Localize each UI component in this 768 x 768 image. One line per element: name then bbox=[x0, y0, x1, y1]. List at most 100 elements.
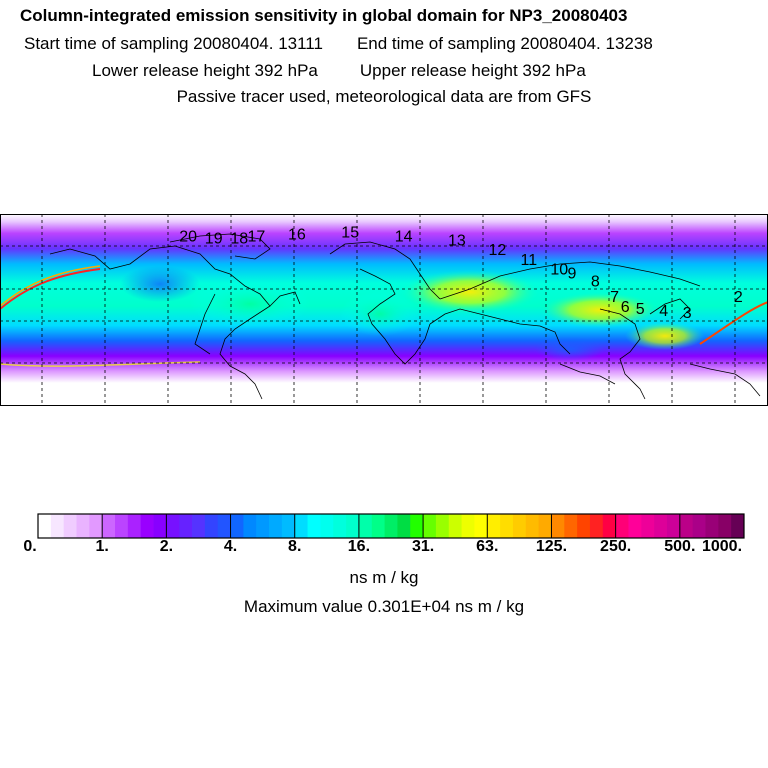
colorbar-swatch bbox=[602, 514, 617, 538]
lower-release-label: Lower release height 392 hPa bbox=[92, 61, 318, 80]
colorbar-swatch bbox=[577, 514, 591, 538]
colorbar-swatch bbox=[500, 514, 514, 538]
colorbar-label: 4. bbox=[223, 538, 238, 555]
day-marker-16: 16 bbox=[288, 227, 306, 244]
colorbar-swatch bbox=[371, 514, 385, 538]
colorbar-swatch bbox=[127, 514, 142, 538]
day-marker-15: 15 bbox=[341, 225, 359, 242]
colorbar-swatch bbox=[102, 514, 116, 538]
colorbar-swatch bbox=[641, 514, 655, 538]
colorbar-swatch bbox=[50, 514, 65, 538]
colorbar-swatch bbox=[243, 514, 257, 538]
day-marker-3: 3 bbox=[683, 305, 692, 322]
colorbar-swatch bbox=[538, 514, 552, 538]
colorbar-units: ns m / kg bbox=[349, 568, 419, 587]
colorbar-label: 31. bbox=[411, 538, 435, 555]
colorbar bbox=[37, 513, 745, 539]
colorbar-swatch bbox=[384, 514, 398, 538]
colorbar-swatch bbox=[435, 514, 450, 538]
figure-title: Column-integrated emission sensitivity i… bbox=[20, 6, 628, 25]
day-marker-9: 9 bbox=[568, 266, 577, 283]
sampling-times: Start time of sampling 20080404. 13111 En… bbox=[24, 34, 653, 54]
colorbar-label: 16. bbox=[347, 538, 371, 555]
maximum-value: Maximum value 0.301E+04 ns m / kg bbox=[243, 597, 525, 616]
colorbar-swatch bbox=[307, 514, 321, 538]
colorbar-swatch bbox=[551, 514, 565, 538]
colorbar-label: 250. bbox=[600, 538, 632, 555]
day-marker-7: 7 bbox=[610, 289, 619, 306]
coastlines bbox=[49, 233, 761, 400]
day-marker-2: 2 bbox=[734, 289, 743, 306]
colorbar-label: 1000. bbox=[701, 538, 743, 555]
colorbar-swatch bbox=[512, 514, 527, 538]
colorbar-label: 63. bbox=[476, 538, 499, 555]
colorbar-swatch bbox=[179, 514, 193, 538]
colorbar-swatch bbox=[474, 514, 488, 538]
day-marker-20: 20 bbox=[179, 228, 197, 245]
colorbar-swatch bbox=[320, 514, 334, 538]
colorbar-swatch bbox=[692, 514, 706, 538]
colorbar-swatch bbox=[666, 514, 681, 538]
day-marker-17: 17 bbox=[248, 228, 266, 245]
colorbar-swatch bbox=[589, 514, 604, 538]
upper-release-label: Upper release height 392 hPa bbox=[359, 61, 586, 80]
colorbar-swatch bbox=[615, 514, 629, 538]
start-time-label: Start time of sampling 20080404. 13111 bbox=[24, 34, 323, 53]
colorbar-swatch bbox=[461, 514, 475, 538]
colorbar-label: 0. bbox=[23, 538, 37, 555]
colorbar-swatch bbox=[38, 514, 52, 538]
end-time-label: End time of sampling 20080404. 13238 bbox=[356, 34, 653, 53]
colorbar-label: 2. bbox=[159, 538, 174, 555]
day-marker-18: 18 bbox=[230, 230, 248, 247]
colorbar-swatch bbox=[63, 514, 77, 538]
colorbar-swatch bbox=[487, 514, 501, 538]
colorbar-swatch bbox=[89, 514, 103, 538]
colorbar-swatch bbox=[679, 514, 694, 538]
colorbar-swatch bbox=[217, 514, 231, 538]
colorbar-swatch bbox=[358, 514, 373, 538]
graticule bbox=[0, 214, 768, 406]
day-marker-19: 19 bbox=[205, 230, 223, 247]
tracer-note: Passive tracer used, meteorological data… bbox=[176, 87, 592, 106]
release-heights: Lower release height 392 hPa Upper releas… bbox=[92, 61, 586, 81]
day-marker-10: 10 bbox=[550, 262, 568, 279]
colorbar-swatch bbox=[76, 514, 90, 538]
sensitivity-features bbox=[0, 265, 768, 367]
colorbar-swatch bbox=[269, 514, 283, 538]
colorbar-swatch bbox=[192, 514, 206, 538]
colorbar-swatch bbox=[294, 514, 308, 538]
colorbar-swatch bbox=[256, 514, 270, 538]
colorbar-swatch bbox=[281, 514, 296, 538]
colorbar-swatch bbox=[333, 514, 347, 538]
colorbar-swatch bbox=[140, 514, 154, 538]
day-marker-5: 5 bbox=[636, 301, 645, 318]
day-marker-11: 11 bbox=[521, 252, 538, 269]
colorbar-swatch bbox=[153, 514, 167, 538]
colorbar-swatch bbox=[410, 514, 424, 538]
colorbar-frame bbox=[37, 513, 745, 539]
colorbar-label: 1. bbox=[95, 538, 109, 555]
colorbar-swatch bbox=[731, 514, 745, 538]
colorbar-label: 8. bbox=[288, 538, 302, 555]
day-marker-6: 6 bbox=[621, 299, 630, 316]
colorbar-swatch bbox=[204, 514, 219, 538]
day-marker-8: 8 bbox=[591, 274, 600, 291]
colorbar-swatch bbox=[397, 514, 411, 538]
colorbar-swatch bbox=[448, 514, 462, 538]
colorbar-swatch bbox=[230, 514, 244, 538]
colorbar-dividers bbox=[101, 514, 681, 538]
colorbar-swatch bbox=[628, 514, 642, 538]
colorbar-swatch bbox=[564, 514, 578, 538]
colorbar-swatch bbox=[115, 514, 129, 538]
colorbar-label: 500. bbox=[664, 538, 696, 555]
day-marker-4: 4 bbox=[659, 303, 668, 320]
colorbar-swatch bbox=[423, 514, 437, 538]
day-marker-12: 12 bbox=[489, 242, 507, 259]
colorbar-swatches bbox=[38, 514, 745, 538]
day-marker-13: 13 bbox=[448, 232, 466, 249]
colorbar-swatch bbox=[705, 514, 719, 538]
day-marker-14: 14 bbox=[395, 228, 413, 245]
colorbar-swatch bbox=[718, 514, 732, 538]
